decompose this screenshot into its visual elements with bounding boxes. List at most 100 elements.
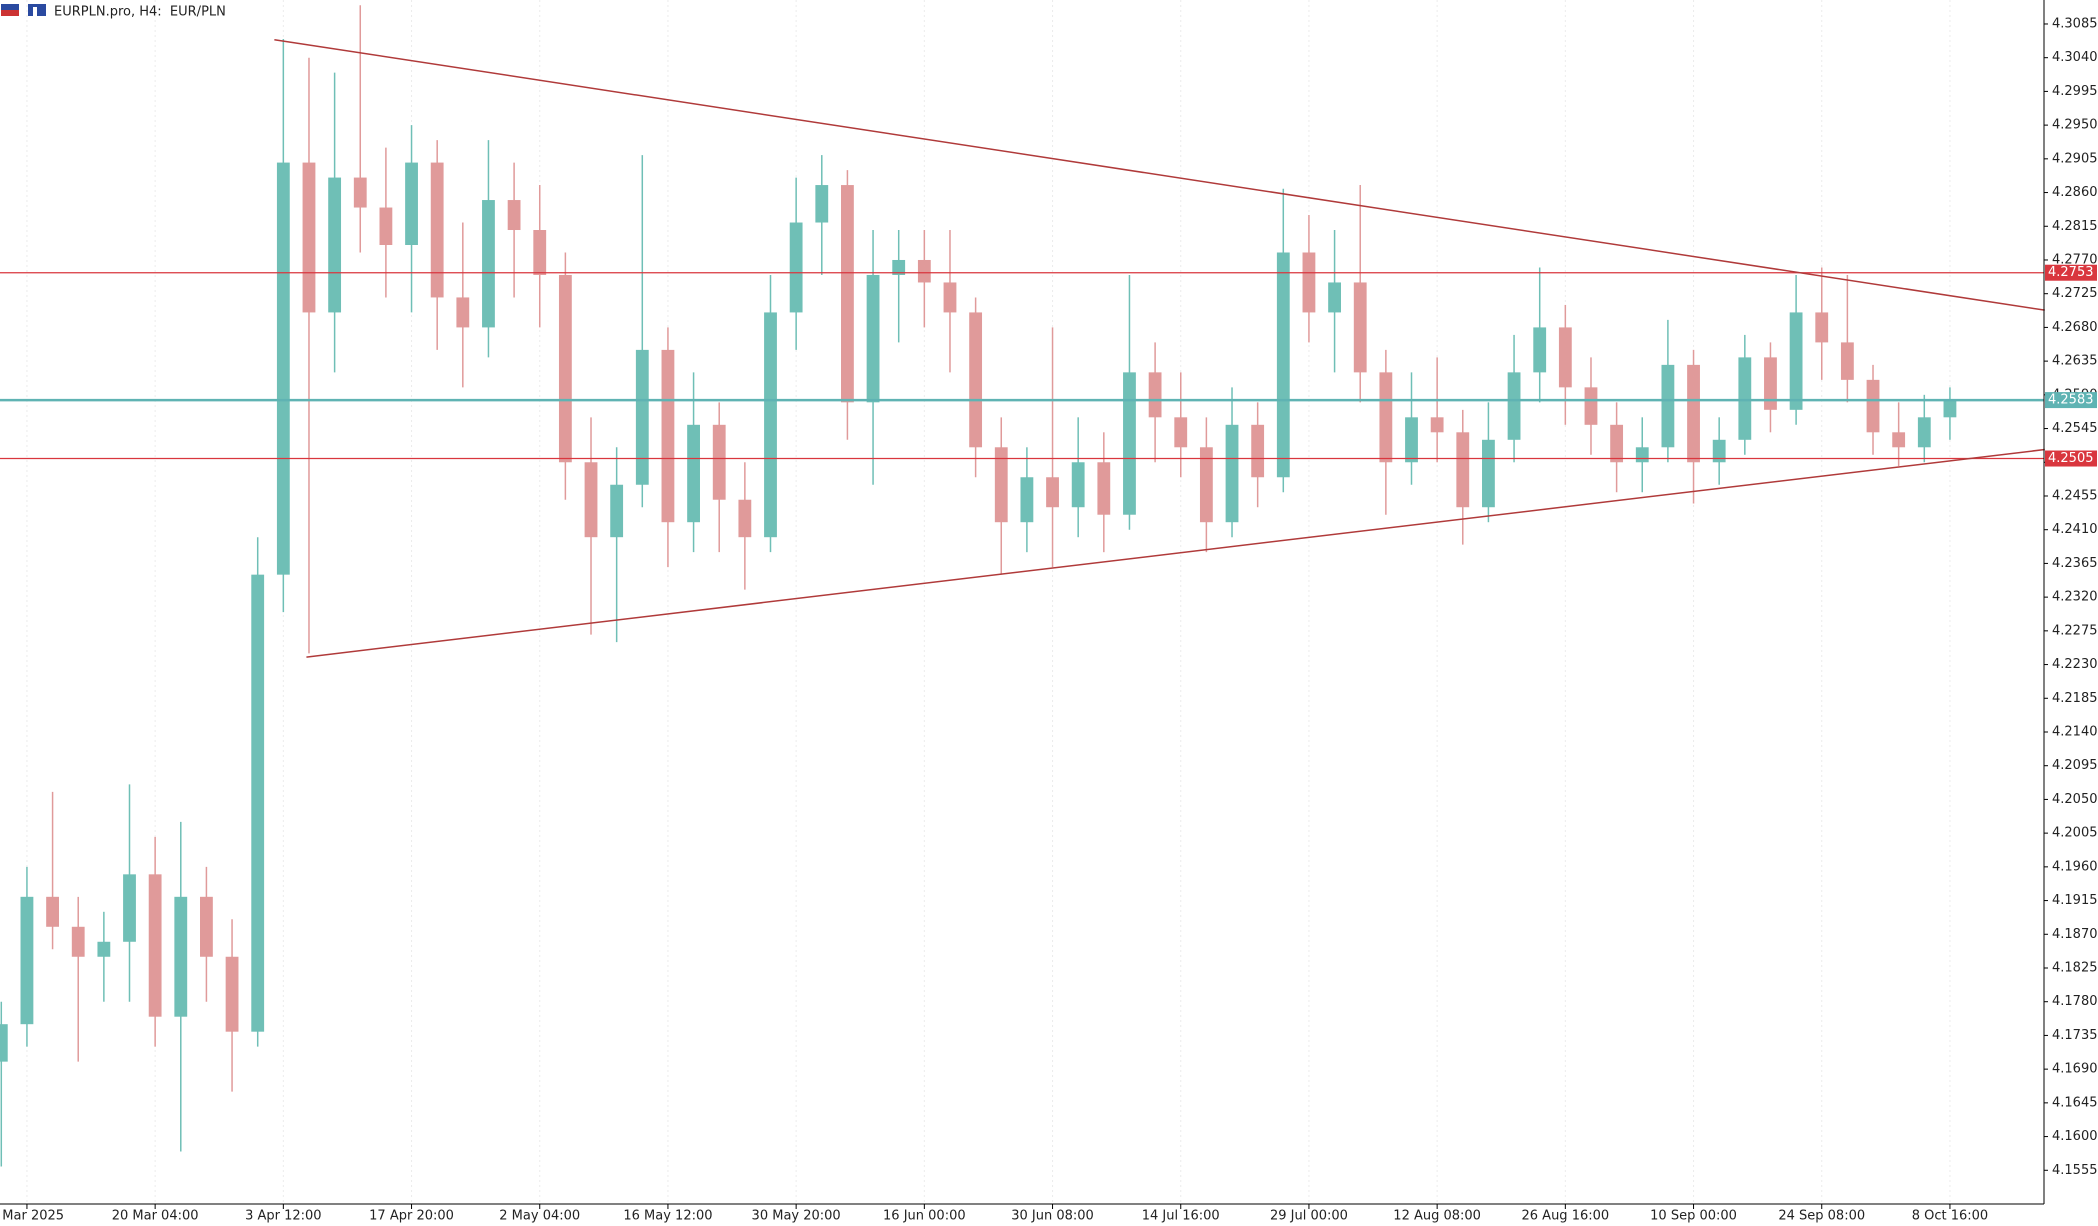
candle-body bbox=[1302, 252, 1316, 313]
x-tick-label: 17 Apr 20:00 bbox=[369, 1209, 454, 1224]
y-tick-label: 4.2995 bbox=[2052, 84, 2098, 99]
x-tick-label: 8 Oct 16:00 bbox=[1912, 1209, 1988, 1224]
candle-body bbox=[1251, 424, 1265, 478]
y-tick-label: 4.2320 bbox=[2052, 590, 2098, 605]
candle-body bbox=[1943, 400, 1957, 418]
candle-body bbox=[251, 574, 265, 1032]
candle-body bbox=[969, 312, 983, 448]
symbol-icon-bar bbox=[33, 7, 37, 16]
candle-body bbox=[225, 956, 239, 1032]
candle-body bbox=[1866, 379, 1880, 433]
y-tick-label: 4.2005 bbox=[2052, 826, 2098, 841]
candle-body bbox=[430, 162, 444, 298]
y-tick-label: 4.2905 bbox=[2052, 151, 2098, 166]
candle-body bbox=[302, 162, 316, 313]
candle-body bbox=[1456, 432, 1470, 508]
candle-body bbox=[507, 200, 521, 231]
candle-body bbox=[584, 462, 598, 538]
candle-body bbox=[917, 259, 931, 283]
candle-body bbox=[1687, 364, 1700, 463]
y-tick-label: 4.2815 bbox=[2052, 219, 2098, 234]
y-tick-label: 4.2365 bbox=[2052, 556, 2098, 571]
y-tick-label: 4.3040 bbox=[2052, 50, 2098, 65]
candle-body bbox=[46, 896, 59, 927]
candle-body bbox=[1584, 387, 1598, 425]
y-tick-label: 4.1870 bbox=[2052, 927, 2098, 942]
candle-body bbox=[994, 447, 1008, 523]
candle-body bbox=[1123, 372, 1136, 515]
candle-body bbox=[456, 297, 470, 328]
candle-body bbox=[635, 349, 649, 485]
candle-body bbox=[1764, 357, 1777, 410]
candle-body bbox=[174, 896, 188, 1017]
y-tick-label: 4.2140 bbox=[2052, 724, 2098, 739]
candle-body bbox=[200, 896, 213, 957]
candle-body bbox=[482, 200, 495, 328]
y-tick-label: 4.2725 bbox=[2052, 286, 2098, 301]
candle-body bbox=[1815, 312, 1829, 343]
candle-body bbox=[276, 162, 290, 575]
candle-body bbox=[1789, 312, 1803, 410]
y-tick-label: 4.2410 bbox=[2052, 522, 2098, 537]
price-tag-label: 4.2505 bbox=[2048, 451, 2094, 466]
candle-body bbox=[97, 941, 111, 957]
candle-body bbox=[148, 874, 162, 1017]
y-tick-label: 4.2230 bbox=[2052, 657, 2098, 672]
candle-body bbox=[558, 274, 572, 463]
x-tick-label: 16 May 12:00 bbox=[623, 1209, 712, 1224]
candle-body bbox=[815, 185, 829, 223]
y-tick-label: 4.2095 bbox=[2052, 758, 2098, 773]
candle-body bbox=[1507, 372, 1521, 440]
candle-body bbox=[1199, 447, 1213, 523]
candle-body bbox=[1558, 327, 1572, 388]
y-tick-label: 4.2275 bbox=[2052, 623, 2098, 638]
y-tick-label: 4.2635 bbox=[2052, 354, 2098, 369]
candle-body bbox=[328, 177, 342, 313]
marks-layer bbox=[0, 5, 2045, 1167]
candle-body bbox=[738, 499, 752, 538]
price-tag bbox=[2045, 450, 2097, 467]
y-tick-label: 4.1690 bbox=[2052, 1062, 2098, 1077]
x-tick-label: 10 Sep 00:00 bbox=[1650, 1209, 1737, 1224]
candle-body bbox=[533, 230, 547, 275]
candle-body bbox=[1430, 417, 1444, 433]
candle-body bbox=[661, 349, 675, 523]
x-tick-label: 3 Apr 12:00 bbox=[245, 1209, 322, 1224]
candle-body bbox=[841, 185, 854, 403]
candle-body bbox=[1635, 447, 1649, 463]
x-tick-label: 20 Mar 04:00 bbox=[112, 1209, 199, 1224]
y-tick-label: 4.3085 bbox=[2052, 16, 2098, 31]
candle-body bbox=[1353, 282, 1367, 373]
y-tick-label: 4.1735 bbox=[2052, 1028, 2098, 1043]
trendline bbox=[274, 38, 2045, 311]
price-tag bbox=[2045, 264, 2097, 281]
candle-body bbox=[1379, 372, 1393, 463]
candle-body bbox=[1148, 372, 1162, 418]
trendline bbox=[306, 448, 2045, 658]
candle-body bbox=[1533, 327, 1547, 373]
y-tick-label: 4.2455 bbox=[2052, 488, 2098, 503]
candle-body bbox=[1892, 432, 1906, 448]
candle-body bbox=[1738, 357, 1752, 440]
candle-body bbox=[866, 274, 880, 403]
candle-body bbox=[20, 896, 34, 1025]
y-tick-label: 4.1555 bbox=[2052, 1163, 2098, 1178]
y-tick-label: 4.1645 bbox=[2052, 1095, 2098, 1110]
y-tick-label: 4.2050 bbox=[2052, 792, 2098, 807]
price-tag-label: 4.2583 bbox=[2048, 393, 2094, 408]
candle-body bbox=[1174, 417, 1188, 448]
x-tick-label: 12 Aug 08:00 bbox=[1393, 1209, 1481, 1224]
candle-body bbox=[943, 282, 957, 313]
y-tick-label: 4.1780 bbox=[2052, 994, 2098, 1009]
candle-body bbox=[353, 177, 367, 208]
x-tick-label: 30 Jun 08:00 bbox=[1011, 1209, 1094, 1224]
candle-body bbox=[1225, 424, 1239, 523]
x-tick-label: 26 Aug 16:00 bbox=[1522, 1209, 1610, 1224]
flag-icon-half bbox=[1, 10, 19, 16]
candle-body bbox=[610, 484, 624, 538]
x-tick-label: 24 Sep 08:00 bbox=[1778, 1209, 1865, 1224]
y-tick-label: 4.2860 bbox=[2052, 185, 2098, 200]
